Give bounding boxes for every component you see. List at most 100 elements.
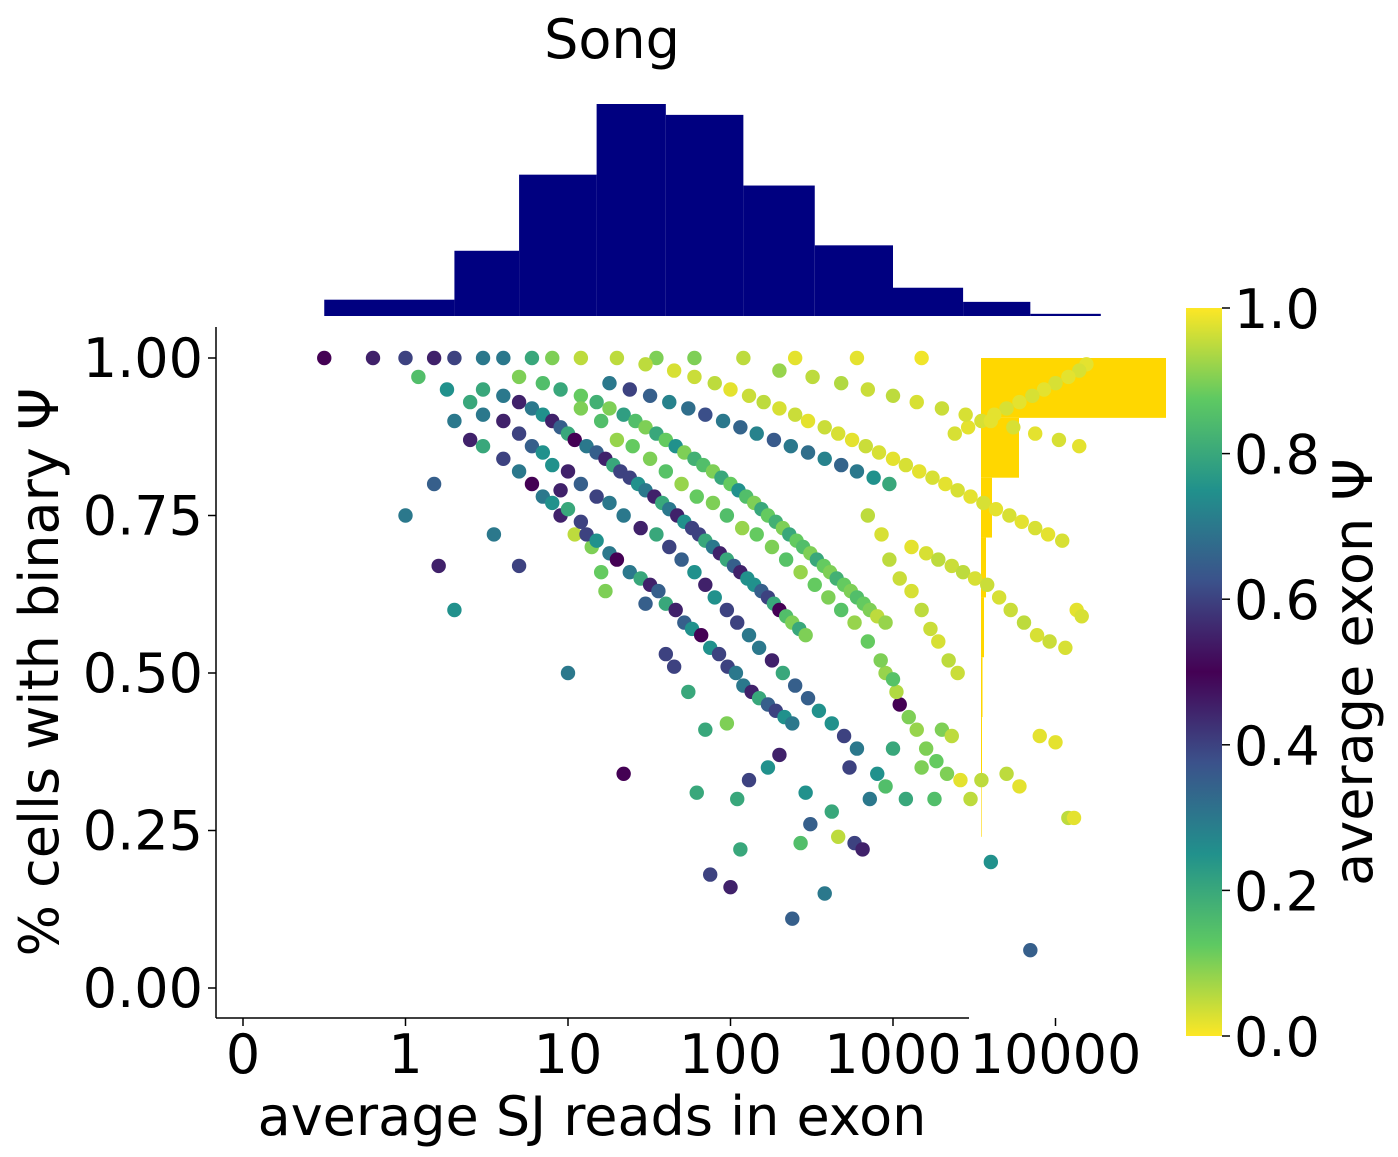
histogram-y-bar: [981, 717, 982, 777]
histogram-x-bar: [665, 114, 744, 316]
scatter-point: [598, 583, 613, 599]
scatter-point: [834, 602, 849, 618]
scatter-point: [702, 867, 718, 882]
scatter-point: [950, 483, 965, 498]
scatter-point: [760, 760, 776, 775]
scatter-point: [934, 401, 950, 416]
colorbar-label: average exon Ψ: [1322, 458, 1385, 886]
scatter-point: [705, 495, 721, 511]
histogram-x-bar: [454, 250, 520, 316]
scatter-point: [914, 602, 929, 618]
scatter-point: [723, 880, 738, 895]
scatter-point: [602, 376, 617, 391]
scatter-point: [719, 716, 735, 731]
scatter-point: [426, 350, 442, 366]
scatter-point: [687, 565, 702, 580]
scatter-point: [398, 508, 413, 523]
scatter-point: [365, 350, 381, 366]
scatter-point: [593, 413, 609, 429]
scatter-point: [909, 722, 924, 737]
y-axis-label: % cells with binary Ψ: [8, 388, 71, 957]
scatter-point: [511, 369, 527, 385]
scatter-point: [931, 552, 946, 567]
scatter-point: [573, 514, 589, 529]
scatter-point: [649, 350, 664, 366]
colorbar-ticks: 0.0 0.2 0.4 0.6 0.8 1.0: [1222, 278, 1320, 1069]
scatter-point: [849, 464, 865, 479]
scatter-point: [573, 388, 589, 403]
scatter-point: [847, 615, 862, 630]
scatter-point: [929, 754, 944, 769]
colorbar-gradient: [1186, 308, 1222, 1036]
scatter-point: [766, 432, 782, 448]
scatter-point: [860, 508, 876, 523]
scatter-point: [974, 772, 989, 788]
scatter-point: [909, 394, 924, 410]
scatter-point: [693, 628, 709, 643]
scatter-point: [1072, 363, 1087, 378]
y-tick-label: 0.75: [83, 485, 203, 548]
scatter-point: [811, 703, 827, 718]
scatter-point: [723, 382, 738, 397]
scatter-point: [941, 653, 956, 668]
scatter-point: [772, 747, 787, 763]
scatter-point: [803, 817, 818, 832]
scatter-point: [707, 590, 722, 605]
scatter-point: [589, 533, 604, 548]
scatter-point: [798, 785, 813, 800]
scatter-point: [681, 401, 696, 416]
scatter-point: [785, 716, 800, 731]
y-tick-label: 0.25: [83, 800, 203, 863]
scatter-point: [787, 350, 803, 366]
scatter-point: [666, 363, 682, 378]
scatter-point: [960, 420, 976, 435]
scatter-point: [901, 709, 916, 725]
scatter-point: [873, 653, 888, 668]
scatter-point: [649, 527, 664, 542]
colorbar-tick-label: 0.8: [1234, 424, 1320, 487]
scatter-point: [689, 785, 704, 800]
scatter-point: [730, 615, 745, 630]
scatter-point: [824, 716, 839, 731]
scatter-point: [885, 451, 901, 466]
scatter-point: [1074, 609, 1089, 624]
scatter-point: [447, 350, 462, 366]
scatter-point: [715, 413, 731, 429]
scatter-point: [560, 665, 576, 681]
scatter-point: [511, 464, 527, 479]
scatter-point: [764, 539, 780, 555]
scatter-point: [730, 791, 745, 807]
scatter-point: [411, 369, 426, 385]
scatter-point: [642, 388, 658, 403]
scatter-point: [923, 621, 938, 637]
scatter-point: [573, 401, 589, 416]
chart-title: Song: [544, 8, 680, 71]
histogram-x-bar: [814, 245, 893, 316]
scatter-point: [858, 439, 873, 454]
histogram-y-bar: [981, 537, 986, 598]
scatter-point: [638, 596, 653, 611]
histogram-y-bar: [981, 597, 984, 658]
histogram-x-bar: [963, 301, 1031, 316]
histogram-y-bar: [981, 776, 982, 837]
scatter-point: [947, 426, 962, 441]
scatter-point: [783, 439, 798, 454]
scatter-point: [849, 741, 865, 756]
scatter-point: [1048, 376, 1063, 391]
scatter-point: [573, 476, 589, 492]
scatter-point: [733, 420, 748, 435]
scatter-point: [912, 464, 927, 479]
scatter-point: [609, 552, 625, 567]
scatter-point: [860, 634, 876, 649]
scatter-point: [944, 728, 959, 744]
scatter-point: [904, 583, 919, 599]
scatter-point: [817, 420, 832, 435]
scatter-point: [807, 577, 822, 592]
scatter-point: [1042, 634, 1057, 649]
scatter-point: [898, 457, 914, 473]
scatter-point: [787, 407, 803, 422]
scatter-point: [1061, 369, 1076, 385]
histogram-x-bar: [596, 104, 666, 316]
scatter-point: [878, 779, 893, 794]
scatter-point: [817, 451, 832, 466]
